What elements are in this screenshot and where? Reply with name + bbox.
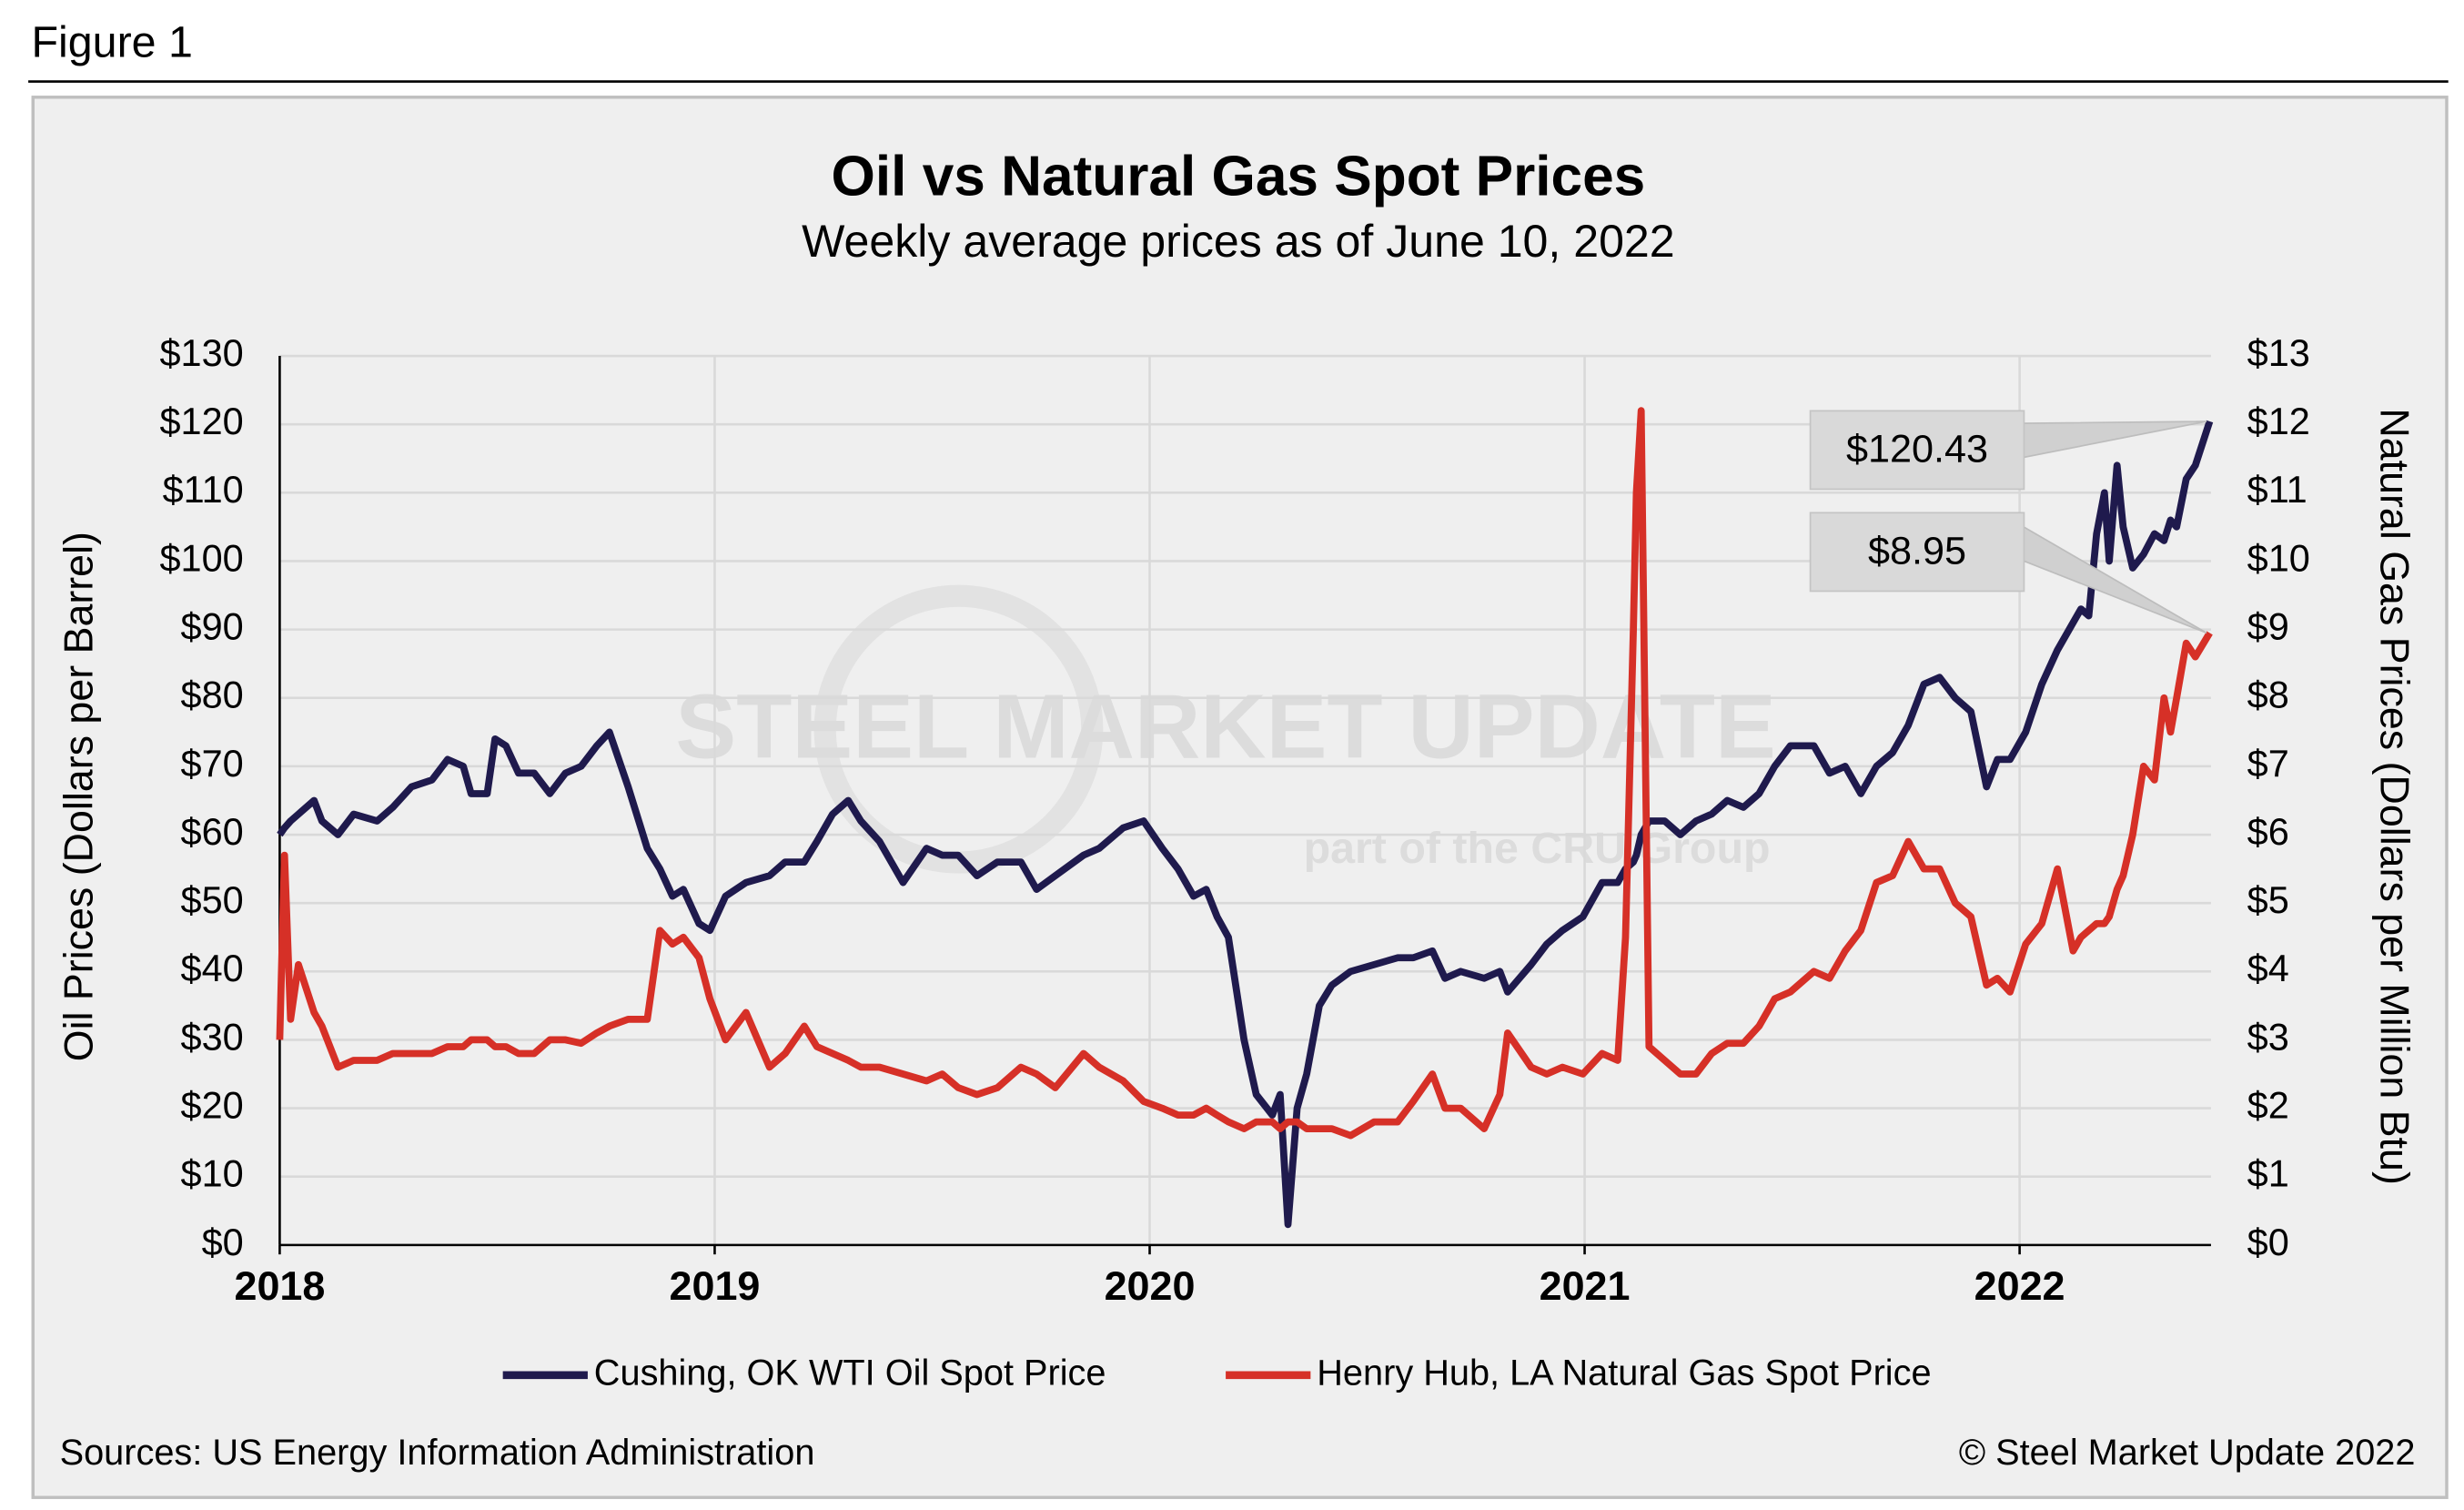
watermark-subtext: part of the CRU Group [1304,824,1771,873]
y2-tick-label: $13 [2247,332,2310,374]
x-tick-label: 2019 [670,1262,761,1309]
y2-tick-label: $8 [2247,674,2289,716]
data-line [276,407,2213,1140]
y2-tick-label: $5 [2247,879,2289,921]
y-axis-label: Oil Prices (Dollars per Barrel) [56,532,102,1061]
y-tick-label: $120 [160,400,244,442]
callout-label: $8.95 [1868,530,1966,573]
y-tick-label: $80 [181,674,244,716]
y-tick-label: $90 [181,606,244,648]
y-tick-label: $10 [181,1153,244,1195]
data-line [277,420,2214,1229]
y-tick-label: $30 [181,1016,244,1058]
x-tick-label: 2018 [234,1262,325,1309]
callout-label: $120.43 [1846,428,1988,471]
copyright: © Steel Market Update 2022 [1959,1433,2416,1473]
y-tick-label: $130 [160,332,244,374]
y2-tick-label: $2 [2247,1085,2289,1127]
y2-tick-label: $6 [2247,811,2289,853]
y-tick-label: $70 [181,743,244,785]
y2-tick-label: $1 [2247,1153,2289,1195]
callout-box [1809,512,2025,593]
y-tick-label: $40 [181,948,244,989]
x-tick-label: 2022 [1974,1262,2065,1309]
x-tick-label: 2020 [1105,1262,1196,1309]
y2-tick-label: $7 [2247,743,2289,785]
y-tick-label: $110 [163,469,244,511]
y-tick-label: $50 [181,879,244,921]
y2-tick-label: $10 [2247,537,2310,579]
chart-subtitle: Weekly average prices as of June 10, 202… [802,216,1674,267]
y2-tick-label: $0 [2247,1221,2289,1263]
y2-tick-label: $11 [2247,469,2307,511]
source-note: Sources: US Energy Information Administr… [60,1433,815,1473]
watermark-logo [813,584,1104,874]
figure-label: Figure 1 [32,18,193,67]
y2-tick-label: $9 [2247,606,2289,648]
chart-panel [31,96,2449,1499]
y-tick-label: $0 [202,1221,244,1263]
y-tick-label: $60 [181,811,244,853]
chart-title: Oil vs Natural Gas Spot Prices [832,146,1646,208]
y-tick-label: $20 [181,1085,244,1127]
y2-tick-label: $3 [2247,1016,2289,1058]
y2-tick-label: $12 [2247,400,2310,442]
legend-label: Henry Hub, LA Natural Gas Spot Price [1317,1353,1931,1393]
legend-label: Cushing, OK WTI Oil Spot Price [594,1353,1106,1393]
y2-tick-label: $4 [2247,948,2289,989]
y-tick-label: $100 [160,537,244,579]
y2-axis-label: Natural Gas Prices (Dollars per Million … [2372,408,2419,1184]
watermark-text: STEEL MARKET UPDATE [675,676,1775,778]
callout-box [1809,410,2025,491]
x-tick-label: 2021 [1540,1262,1631,1309]
